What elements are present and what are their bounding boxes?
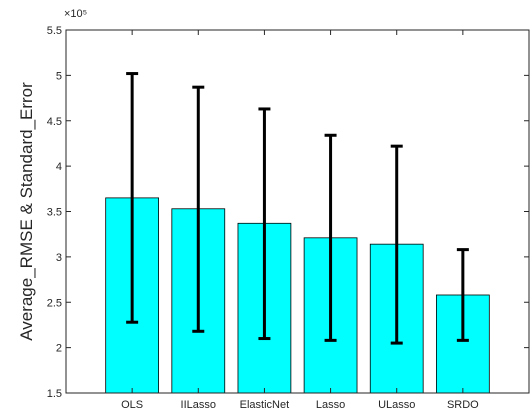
error-bars-layer [126, 72, 469, 345]
y-tick-label: 3.5 [47, 207, 62, 219]
error-bar-ols [126, 72, 139, 324]
x-tick-label: OLS [121, 399, 143, 411]
error-bar-srdo [456, 248, 469, 342]
y-tick-label: 2 [56, 343, 62, 355]
y-tick-label: 2.5 [47, 297, 62, 309]
x-tick-label: ULasso [378, 399, 415, 411]
x-tick-label: ElasticNet [240, 399, 290, 411]
error-bar-iilasso [192, 85, 205, 333]
error-bar-ulasso [390, 144, 403, 345]
y-tick-label: 1.5 [47, 388, 62, 400]
y-tick-label: 4 [56, 161, 62, 173]
bars-layer [105, 197, 490, 394]
y-tick-label: 5.5 [47, 25, 62, 37]
error-bar-lasso [324, 133, 337, 342]
x-tick-label: Lasso [316, 399, 345, 411]
error-bar-elasticnet [258, 107, 271, 341]
y-ticks-layer: 1.5 2 2.5 3 3.5 4 4.5 5 5.5 [47, 25, 529, 400]
x-tick-label: IILasso [181, 399, 216, 411]
y-exponent-label: ×10⁵ [64, 8, 87, 20]
y-tick-label: 3 [56, 252, 62, 264]
y-tick-label: 4.5 [47, 116, 62, 128]
y-tick-label: 5 [56, 70, 62, 82]
x-ticks-layer: OLS IILasso ElasticNet Lasso ULasso SRDO [121, 30, 479, 411]
x-tick-label: SRDO [447, 399, 479, 411]
y-axis-label: Average_RMSE & Standard_Error [17, 82, 36, 341]
